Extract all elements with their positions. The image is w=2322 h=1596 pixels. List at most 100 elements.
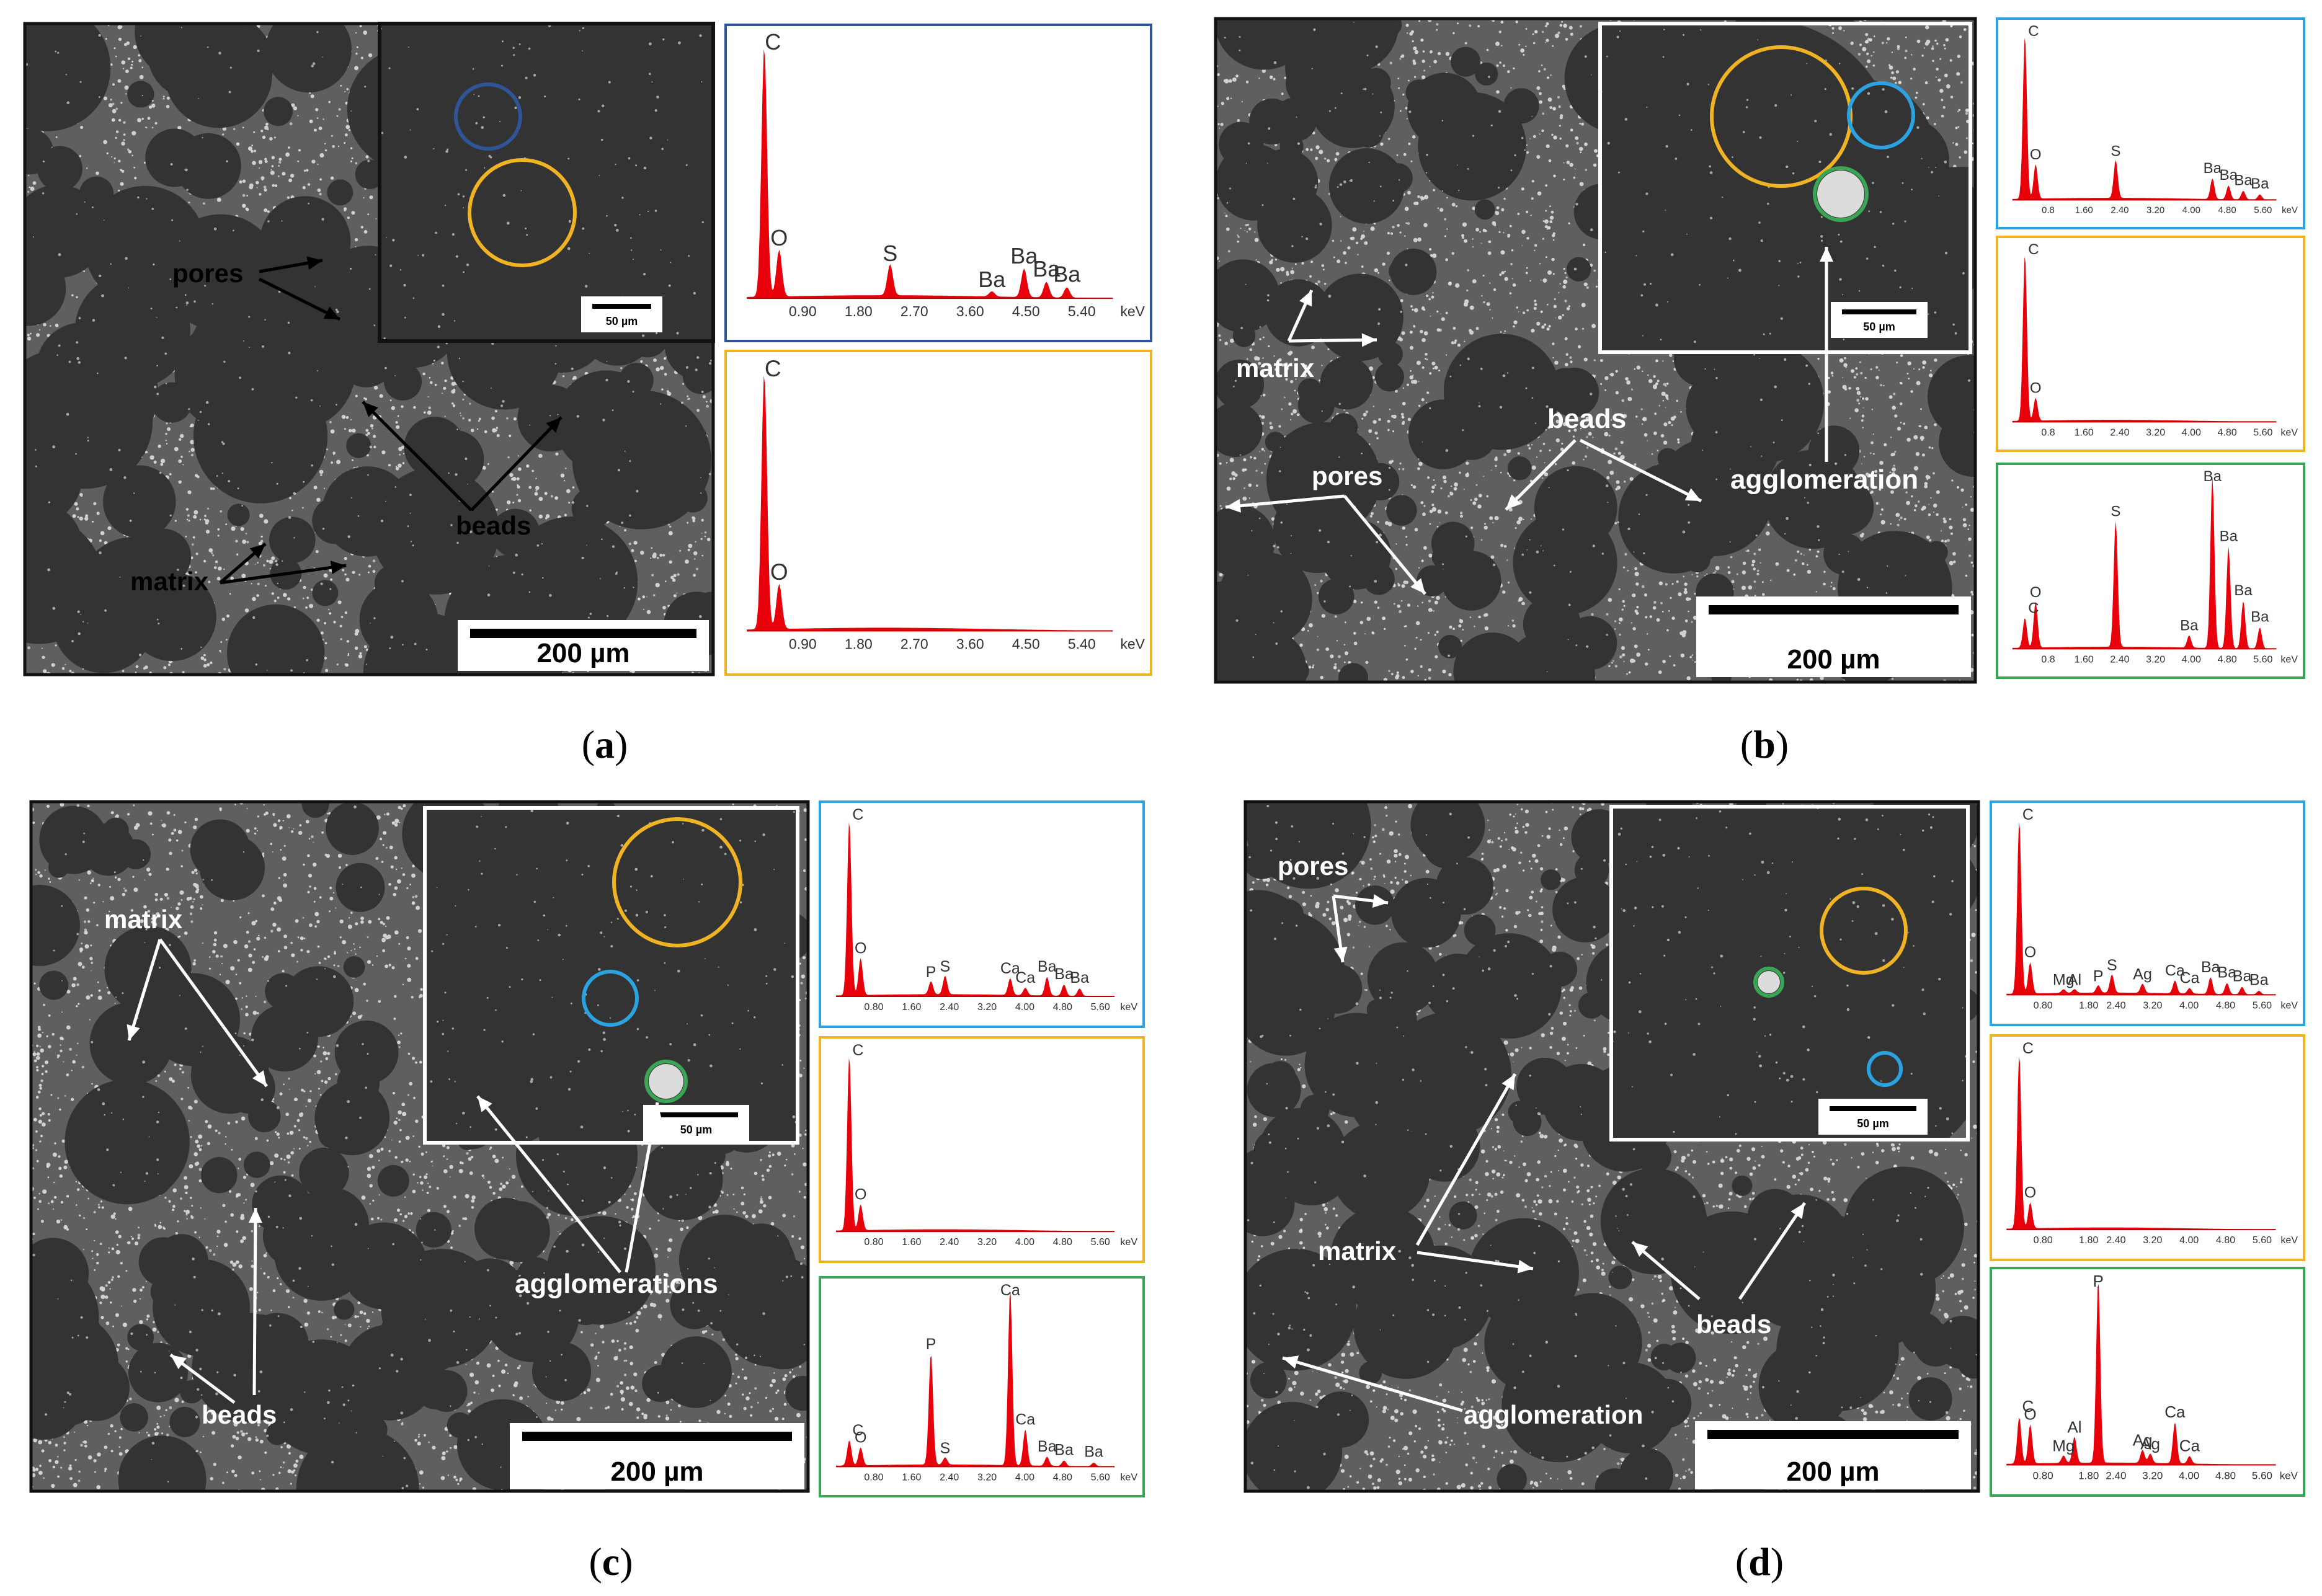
- scale-bar: [470, 629, 696, 638]
- spectrum-frame: [1996, 236, 2305, 452]
- scale-bar-label: 200 µm: [536, 638, 629, 668]
- spectrum-tick-label: 3.20: [2143, 1235, 2162, 1246]
- matrix-arrow-head: [1361, 333, 1377, 347]
- annotation-matrix: matrix: [104, 905, 183, 934]
- peak-label: Ca: [1015, 969, 1035, 986]
- peak-label: C: [852, 1042, 863, 1059]
- annotation-pores: pores: [1278, 851, 1348, 880]
- spectrum-tick-label: 2.40: [2106, 1235, 2125, 1246]
- peak-label: S: [2111, 503, 2120, 520]
- peak-label: Ba: [1054, 1442, 1074, 1459]
- beads-arrow-head: [171, 1355, 187, 1370]
- spectrum-tick-label: 4.80: [2218, 427, 2237, 438]
- peak-label: Ca: [2164, 1403, 2186, 1421]
- spectrum-tick-label: 5.60: [2253, 654, 2272, 665]
- peak-label: Ba: [2217, 964, 2236, 982]
- peak-label: Ba: [2180, 618, 2199, 634]
- pores-arrow-head: [1410, 578, 1425, 594]
- peak-label: P: [926, 1336, 936, 1353]
- panel-caption: (b): [1740, 722, 1789, 766]
- peak-label: Ca: [1015, 1411, 1035, 1428]
- light-blue-marker-circle: [1847, 81, 1915, 149]
- matrix-arrow-line: [220, 564, 347, 585]
- peak-label: Ba: [2204, 468, 2222, 485]
- inset-scale-bar-label: 50 µm: [1857, 1117, 1888, 1130]
- spectrum-tick-label: 5.60: [2253, 427, 2272, 438]
- spectrum-tick-label: 4.80: [2216, 1235, 2235, 1246]
- peak-label: O: [770, 559, 788, 585]
- spectrum-tick-label: 2.40: [2106, 1470, 2126, 1481]
- inset-scale-bar: [654, 1112, 738, 1117]
- beads-arrow-head: [248, 1208, 262, 1223]
- particle-marker-fill: [1817, 171, 1864, 218]
- peak-label: Ba: [1070, 969, 1089, 986]
- spectrum-tick-label: 1.60: [2075, 205, 2093, 215]
- peak-label: Ba: [1033, 256, 1061, 282]
- spectrum-unit-label: keV: [1120, 1237, 1137, 1248]
- spectrum-tick-label: 4.00: [2179, 1000, 2199, 1011]
- scale-bar-label: 200 µm: [1786, 1456, 1879, 1487]
- spectrum-tick-label: 0.8: [2042, 205, 2055, 215]
- peak-label: O: [855, 939, 866, 957]
- spectrum-tick-label: 0.80: [864, 1237, 883, 1248]
- peak-label: Ba: [2234, 582, 2253, 599]
- agglomerations-arrow-line: [476, 1095, 621, 1274]
- spectrum-tick-label: 4.00: [2179, 1235, 2199, 1246]
- panel-caption-letter: b: [1753, 722, 1776, 766]
- peak-label: O: [2024, 944, 2036, 961]
- spectrum-tick-label: 4.00: [2182, 205, 2200, 215]
- pores-arrow-line: [1343, 495, 1426, 595]
- annotation-matrix: matrix: [1236, 353, 1315, 383]
- pores-arrow-head: [323, 306, 340, 319]
- scale-bar-label: 200 µm: [610, 1456, 703, 1487]
- scale-bar-box: [458, 620, 709, 671]
- peak-label: C: [765, 29, 781, 55]
- annotation-beads: beads: [202, 1400, 277, 1429]
- matrix-arrow-head: [330, 561, 346, 575]
- scale-bar-label: 200 µm: [1787, 644, 1880, 675]
- spectrum-unit-label: keV: [1120, 303, 1145, 319]
- inset-scale-bar-box: [581, 296, 662, 332]
- peak-label: O: [855, 1429, 866, 1446]
- inset-border: [1609, 805, 1970, 1142]
- panel-caption-letter: a: [595, 722, 615, 766]
- spectrum-tick-label: 2.40: [940, 1237, 959, 1248]
- spectrum-tick-label: 5.60: [2253, 1000, 2272, 1011]
- spectrum-unit-label: keV: [2280, 654, 2298, 665]
- peak-label: C: [2022, 806, 2034, 823]
- peak-label: Ca: [1000, 1282, 1020, 1299]
- spectrum-tick-label: 4.00: [1015, 1472, 1034, 1483]
- peak-label: Ba: [2233, 968, 2252, 985]
- inset-scale-bar-box: [1831, 302, 1928, 338]
- spectrum-tick-label: 1.60: [902, 1237, 921, 1248]
- peak-label: C: [852, 806, 863, 823]
- agglomerations-arrow-line: [625, 1102, 659, 1273]
- panel-caption: (d): [1735, 1540, 1784, 1584]
- spectrum-tick-label: 0.80: [864, 1472, 883, 1483]
- matrix-arrow-head: [252, 1070, 267, 1086]
- green-marker-circle: [1753, 967, 1784, 998]
- spectrum-tick-label: 2.40: [2111, 205, 2128, 215]
- spectrum-tick-label: 3.60: [956, 303, 984, 319]
- peak-label: C: [852, 1422, 863, 1439]
- spectrum-tick-label: 3.20: [2143, 1000, 2162, 1011]
- peak-label: Ba: [2249, 971, 2269, 988]
- beads-arrow-line: [362, 401, 473, 512]
- spectrum-tick-label: 3.60: [956, 636, 984, 652]
- spectrum-tick-label: 0.8: [2041, 654, 2055, 665]
- sem-image-border: [23, 22, 715, 676]
- spectrum-tick-label: 4.00: [1015, 1237, 1034, 1248]
- panel-b: 50 µm 200 µm matrix beads pores agglomeration…: [1214, 17, 2305, 684]
- spectrum-frame: [819, 800, 1145, 1028]
- peak-label: Ba: [978, 267, 1006, 292]
- spectrum-tick-label: 3.20: [977, 1237, 997, 1248]
- peak-label: Ba: [1084, 1443, 1103, 1461]
- sem-image-border: [1214, 17, 1977, 684]
- pores-arrow-line: [1225, 494, 1345, 509]
- peak-label: Ba: [2201, 959, 2220, 976]
- peak-label: P: [926, 964, 936, 981]
- spectrum-tick-label: 5.60: [2253, 1235, 2272, 1246]
- spectrum-tick-label: 4.50: [1012, 303, 1040, 319]
